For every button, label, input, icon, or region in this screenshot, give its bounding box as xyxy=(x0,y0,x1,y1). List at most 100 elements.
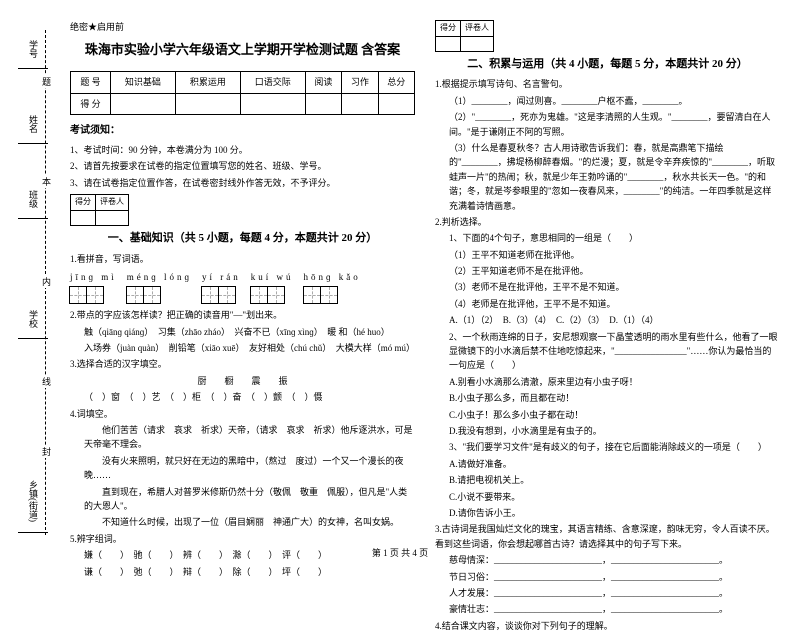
s2q1-item: （2）"________，死亦为鬼雄。"这是李清照的人生观。"________，… xyxy=(435,110,780,139)
td: 得 分 xyxy=(71,93,111,114)
s2q2-opt2: B.小虫子那么多，而且都在动！ xyxy=(435,391,780,405)
th: 积累运用 xyxy=(175,72,240,93)
pinyin: kuí wú xyxy=(251,270,294,284)
page-footer: 第 1 页 共 4 页 xyxy=(0,546,800,559)
s2q1-stem: 1.根据提示填写诗句、名言警句。 xyxy=(435,77,780,91)
s2q2-opt: （4）老师是在批评他，王平不是不知道。 xyxy=(435,297,780,311)
q4-line: 直到现在，希腊人对普罗米修斯仍然十分（敬佩 敬重 佩服），但凡是"人类的大恩人"… xyxy=(70,485,415,514)
sidebar-field-school: 学校 xyxy=(18,310,48,339)
blank-cell xyxy=(96,210,129,225)
q3-stem: 3.选择合适的汉字填空。 xyxy=(70,357,415,371)
notice-item: 1、考试时间：90 分钟，本卷满分为 100 分。 xyxy=(70,143,415,157)
s2q2-opt3: D.请你告诉小王。 xyxy=(435,506,780,520)
td xyxy=(305,93,341,114)
notice-title: 考试须知： xyxy=(70,123,415,139)
pinyin-group: kuí wú xyxy=(251,270,294,304)
binding-sidebar: 学号 姓名 班级 学校 乡镇(街道) 题 本 内 线 封 xyxy=(0,0,60,565)
pinyin-group: jīnɡ mì xyxy=(70,270,117,304)
s2q3-line: 节日习俗：________________________，__________… xyxy=(435,570,780,584)
content: 绝密★启用前 珠海市实验小学六年级语文上学期开学检测试题 含答案 题 号 知识基… xyxy=(60,0,800,565)
s2q1-item: （1）________，闻过则喜。________户枢不蠹，________。 xyxy=(435,94,780,108)
pinyin: hōnɡ kǎo xyxy=(304,270,361,284)
char-box xyxy=(143,286,161,304)
q4-line: 不知道什么时候，出现了一位（眉目娴丽 神通广大）的女神，名叫女娲。 xyxy=(70,515,415,529)
sidebar-field-town: 乡镇(街道) xyxy=(18,480,48,533)
s2q3-line: 人才发展：________________________，__________… xyxy=(435,586,780,600)
pinyin-group: ménɡ lónɡ xyxy=(127,270,192,304)
char-box xyxy=(201,286,219,304)
s2q3-line: 豪情壮志：________________________，__________… xyxy=(435,602,780,616)
s2q2-opt: （2）王平知道老师不是在批评他。 xyxy=(435,264,780,278)
s2q2-opt: （1）王平不知道老师在批评他。 xyxy=(435,248,780,262)
char-box xyxy=(320,286,338,304)
cut-mark: 题 xyxy=(40,75,53,88)
char-box xyxy=(267,286,285,304)
exam-title: 珠海市实验小学六年级语文上学期开学检测试题 含答案 xyxy=(70,40,415,61)
q5-line: 谦（ ） 弛（ ） 辩（ ） 除（ ） 坪（ ） xyxy=(70,565,415,579)
q4-stem: 4.词填空。 xyxy=(70,407,415,421)
pinyin: ménɡ lónɡ xyxy=(127,270,192,284)
q3-line1: 厨 橱 震 振 xyxy=(70,374,415,388)
s2q2-opt2: C.小虫子！那么多小虫子都在动！ xyxy=(435,408,780,422)
pinyin-group: yí rán xyxy=(202,270,241,304)
q1-stem: 1.看拼音，写词语。 xyxy=(70,252,415,266)
page: 学号 姓名 班级 学校 乡镇(街道) 题 本 内 线 封 绝密★启用前 珠海市实… xyxy=(0,0,800,565)
scorer-l2: 评卷人 xyxy=(96,195,129,211)
scorer-l1: 得分 xyxy=(436,21,461,37)
pinyin: jīnɡ mì xyxy=(70,270,117,284)
blank-cell xyxy=(461,36,494,51)
s2q2-choices: A.（1）（2） B.（3）（4） C.（2）（3） D.（1）（4） xyxy=(435,313,780,327)
char-box xyxy=(86,286,104,304)
cut-mark: 本 xyxy=(40,175,53,188)
q4-line: 没有火来照明，就只好在无边的黑暗中，（熬过 度过）一个又一个漫长的夜晚…… xyxy=(70,454,415,483)
s2q2-stem: 2.判析选择。 xyxy=(435,215,780,229)
score-table: 题 号 知识基础 积累运用 口语交际 阅读 习作 总分 得 分 xyxy=(70,71,415,115)
secret-label: 绝密★启用前 xyxy=(70,20,415,34)
cut-mark: 封 xyxy=(40,445,53,458)
cut-mark: 线 xyxy=(40,375,53,388)
s2q2-opt2: A.别看小水滴那么清澈，原来里边有小虫子呀！ xyxy=(435,375,780,389)
sidebar-field-name: 姓名 xyxy=(18,115,48,144)
blank-cell xyxy=(436,36,461,51)
column-left: 绝密★启用前 珠海市实验小学六年级语文上学期开学检测试题 含答案 题 号 知识基… xyxy=(70,20,415,560)
blank-cell xyxy=(71,210,96,225)
s2q4-stem: 4.结合课文内容，谈谈你对下列句子的理解。 xyxy=(435,619,780,633)
s2q2-sub3: 3、"我们要学习文件"是有歧义的句子，接在它后面能消除歧义的一项是（ ） xyxy=(435,440,780,454)
scorer-box: 得分 评卷人 xyxy=(70,194,129,226)
s2q1-item: （3）什么是春夏秋冬？古人用诗歌告诉我们：春，就是高鼎笔下描绘的"_______… xyxy=(435,141,780,213)
pinyin: yí rán xyxy=(202,270,241,284)
s2q2-opt: （3）老师不是在批评他，王平不是不知道。 xyxy=(435,280,780,294)
s2q2-sub2: 2、一个秋雨连绵的日子，安尼想观察一下晶莹透明的雨水里有些什么，他看了一眼显微镜… xyxy=(435,330,780,373)
q2-line: 入场券（juàn quàn） 削铅笔（xiāo xuē） 友好相处（chú ch… xyxy=(70,341,415,355)
char-box xyxy=(303,286,321,304)
q4-line: 他们苦苦（请求 哀求 祈求）天帝，（请求 哀求 祈求）他斥逐洪水，可是天帝毫不理… xyxy=(70,423,415,452)
scorer-box-2: 得分 评卷人 xyxy=(435,20,494,52)
char-box xyxy=(250,286,268,304)
s2q2-sub: 1、下面的4个句子，意思相同的一组是（ ） xyxy=(435,231,780,245)
q2-stem: 2.带点的字应该怎样读？把正确的读音用"—"划出来。 xyxy=(70,308,415,322)
th: 口语交际 xyxy=(240,72,305,93)
td xyxy=(175,93,240,114)
notice-item: 3、请在试卷指定位置作答，在试卷密封线外作答无效，不予评分。 xyxy=(70,176,415,190)
scorer-l2: 评卷人 xyxy=(461,21,494,37)
sidebar-field-id: 学号 xyxy=(18,40,48,69)
sidebar-field-class: 班级 xyxy=(18,190,48,219)
cut-mark: 内 xyxy=(40,275,53,288)
char-box xyxy=(218,286,236,304)
th: 题 号 xyxy=(71,72,111,93)
table-row: 题 号 知识基础 积累运用 口语交际 阅读 习作 总分 xyxy=(71,72,415,93)
notice-item: 2、请首先按要求在试卷的指定位置填写您的姓名、班级、学号。 xyxy=(70,159,415,173)
scorer-l1: 得分 xyxy=(71,195,96,211)
section1-title: 一、基础知识（共 5 小题，每题 4 分，本题共计 20 分） xyxy=(70,230,415,248)
table-row: 得 分 xyxy=(71,93,415,114)
s2q2-opt2: D.我没有想到，小水滴里是有虫子的。 xyxy=(435,424,780,438)
column-right: 得分 评卷人 二、积累与运用（共 4 小题，每题 5 分，本题共计 20 分） … xyxy=(435,20,780,560)
q5-stem: 5.辨字组词。 xyxy=(70,532,415,546)
th: 知识基础 xyxy=(110,72,175,93)
section2-title: 二、积累与运用（共 4 小题，每题 5 分，本题共计 20 分） xyxy=(435,56,780,74)
char-box xyxy=(69,286,87,304)
s2q2-opt3: C.小说不要带来。 xyxy=(435,490,780,504)
td xyxy=(240,93,305,114)
th: 总分 xyxy=(378,72,414,93)
char-box xyxy=(126,286,144,304)
